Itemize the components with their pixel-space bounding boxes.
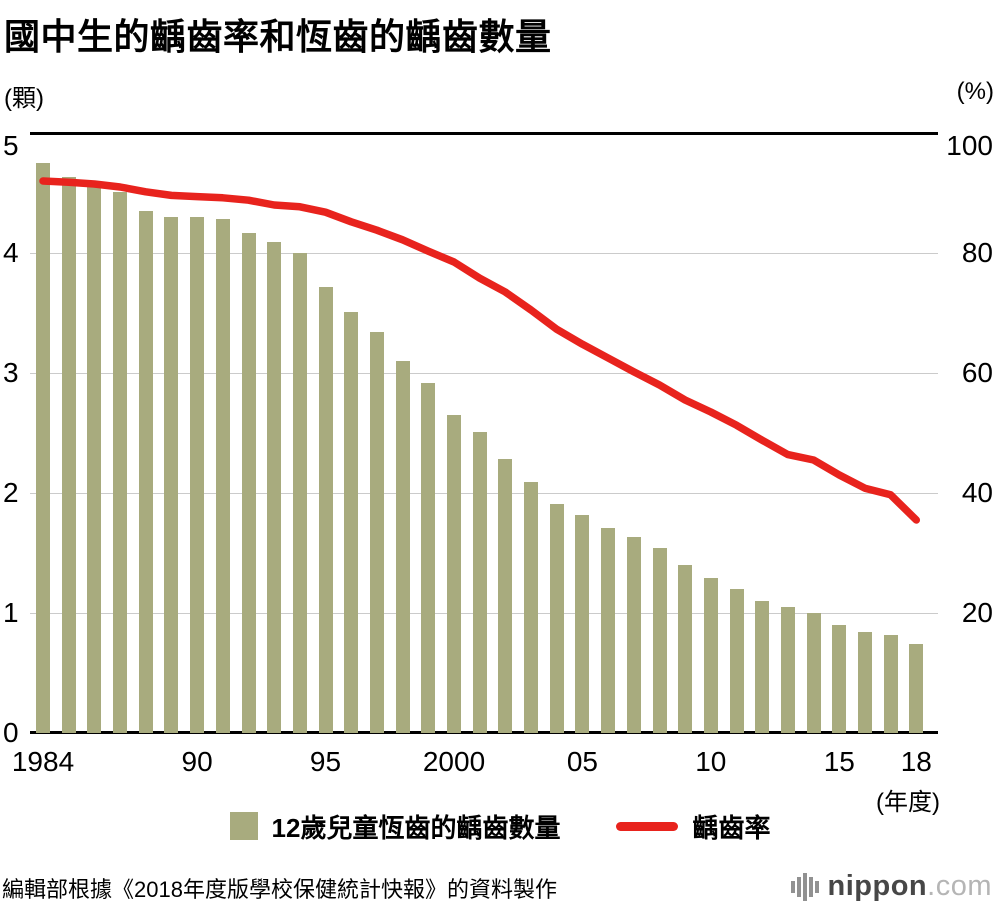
bar-1999 [421, 382, 436, 733]
bar-2018 [909, 644, 924, 733]
x-axis-unit: (年度) [876, 789, 940, 816]
legend: 12歲兒童恆齒的齲齒數量 齲齒率 [0, 806, 1000, 846]
bar-1990 [190, 217, 205, 733]
bar-2016 [857, 632, 872, 733]
bar-1984 [36, 163, 50, 733]
right-axis-tick: 20 [961, 597, 993, 628]
gridline [30, 252, 938, 254]
bar-1997 [369, 332, 384, 733]
source-note: 編輯部根據《2018年度版學校保健統計快報》的資料製作 [2, 877, 557, 902]
bar-2005 [575, 514, 590, 733]
bar-2017 [883, 634, 898, 733]
rate-line [39, 177, 921, 524]
axis-top-rule [30, 132, 938, 135]
bar-1985 [61, 177, 76, 733]
right-axis-tick: 80 [961, 237, 993, 268]
bar-legend-swatch [229, 812, 258, 840]
bar-2012 [755, 601, 770, 733]
bar-1996 [344, 311, 359, 733]
right-axis-unit: (%) [956, 78, 994, 105]
x-axis-tick: 15 [823, 746, 855, 777]
x-axis-tick: 95 [309, 746, 342, 777]
bar-2015 [832, 625, 847, 733]
bar-legend-label: 12歲兒童恆齒的齲齒數量 [271, 812, 561, 843]
x-axis-tick: 05 [566, 746, 598, 777]
nippon-logo-name: nippon [827, 870, 928, 902]
bar-1987 [113, 191, 128, 733]
left-axis-tick: 3 [3, 357, 19, 388]
bar-2008 [652, 548, 667, 733]
bar-2010 [703, 578, 718, 733]
bar-2003 [524, 482, 538, 733]
x-axis-tick: 1984 [11, 746, 75, 777]
left-axis-tick: 4 [3, 237, 19, 268]
x-axis-tick: 18 [900, 746, 932, 777]
bar-2007 [626, 537, 641, 733]
bar-1995 [318, 286, 333, 733]
nippon-logo-suffix: .com [927, 870, 992, 902]
right-axis-tick: 100 [946, 130, 993, 161]
bar-1992 [241, 232, 256, 733]
line-legend-swatch [616, 821, 679, 831]
chart-title: 國中生的齲齒率和恆齒的齲齒數量 [4, 16, 552, 57]
bar-2004 [549, 503, 564, 733]
nippon-logo: nippon.com [790, 870, 992, 903]
nippon-logo-icon [790, 872, 819, 901]
right-axis-tick: 60 [961, 357, 993, 388]
right-axis-tick: 40 [961, 477, 993, 508]
left-axis-tick: 5 [3, 130, 19, 161]
bar-2014 [806, 613, 821, 733]
bar-1986 [87, 183, 102, 733]
bar-1991 [215, 219, 230, 733]
left-axis-unit: (顆) [4, 85, 44, 112]
bar-2000 [447, 415, 461, 733]
left-axis-tick: 2 [3, 477, 19, 508]
bar-2006 [601, 527, 616, 733]
plot-area [30, 132, 938, 734]
bar-2001 [472, 431, 487, 733]
x-axis-tick: 90 [181, 746, 213, 777]
bar-1998 [395, 361, 410, 733]
bar-2013 [780, 607, 795, 733]
line-legend-label: 齲齒率 [692, 812, 771, 843]
bar-1993 [267, 242, 282, 733]
bar-2009 [678, 565, 693, 733]
nippon-logo-text: nippon.com [828, 870, 992, 903]
left-axis-tick: 1 [3, 597, 19, 628]
gridline [30, 372, 938, 374]
bar-1989 [164, 217, 179, 733]
bar-1988 [138, 211, 153, 733]
bar-2011 [729, 589, 744, 733]
bar-2002 [498, 459, 513, 733]
left-axis-tick: 0 [3, 717, 19, 748]
bar-1994 [292, 253, 307, 733]
x-axis-tick: 10 [695, 746, 727, 777]
x-axis-tick: 2000 [422, 746, 486, 777]
